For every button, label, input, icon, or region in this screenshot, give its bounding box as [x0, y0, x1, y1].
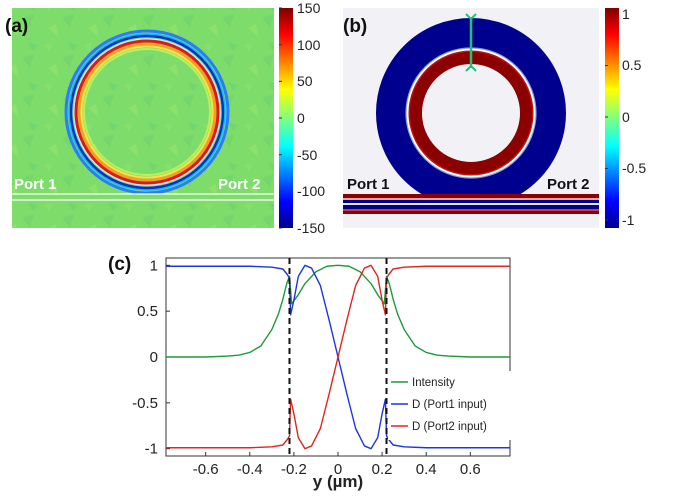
colorbar-b-tick: 1 — [622, 6, 630, 22]
series-layer — [166, 264, 510, 450]
ring-field-a — [64, 29, 230, 195]
colorbar-a-tick: 100 — [297, 37, 321, 53]
legend: Intensity D (Port1 input) D (Port2 input… — [388, 371, 511, 440]
y-axis: 1 0.5 0 -0.5 -1 — [132, 257, 170, 458]
port-2-label-a: Port 2 — [218, 176, 261, 193]
legend-label-intensity: Intensity — [412, 377, 455, 389]
colorbar-a-tick: -50 — [297, 147, 317, 163]
x-tick-label: -0.6 — [193, 461, 219, 478]
colorbar-a-tick: -150 — [297, 220, 325, 236]
port-1-label-b: Port 1 — [347, 176, 390, 193]
colorbar-a-tick: -100 — [297, 183, 325, 199]
panel-c: (c) -0.6 -0.4 -0.2 0 0.2 0.4 0.6 1 0.5 0 -0.5 -1 y… — [108, 254, 511, 491]
panel-a: (a) Port 1 Port 2 150 100 50 0 -50 -100 … — [5, 0, 325, 236]
y-tick-label: -0.5 — [132, 395, 158, 412]
y-tick-label: -1 — [145, 441, 158, 458]
panel-b-label: (b) — [343, 16, 367, 37]
panel-a-label: (a) — [5, 16, 28, 37]
legend-box — [388, 371, 511, 440]
x-tick-label: 0.2 — [372, 461, 393, 478]
colorbar-a — [279, 8, 293, 228]
colorbar-b-ticks — [605, 13, 608, 221]
series-line-2 — [166, 264, 510, 450]
series-line-0 — [166, 264, 510, 358]
x-tick-label: 0.6 — [460, 461, 481, 478]
y-tick-label: 0 — [150, 349, 158, 366]
colorbar-b-tick: 0 — [622, 109, 630, 125]
panel-b: (b) Port 1 Port 2 1 0.5 0 -0.5 -1 — [343, 6, 646, 228]
x-axis-label: y (µm) — [313, 472, 363, 491]
x-tick-label: -0.4 — [237, 461, 263, 478]
panel-c-label: (c) — [108, 254, 131, 275]
colorbar-b-tick: -0.5 — [622, 160, 646, 176]
y-tick-label: 0.5 — [137, 303, 158, 320]
colorbar-a-ticks — [279, 7, 282, 229]
colorbar-b-tick: -1 — [622, 212, 635, 228]
bus-waveguide-b — [343, 194, 599, 214]
port-1-label-a: Port 1 — [14, 176, 57, 193]
boundary-lines — [288, 258, 388, 456]
y-tick-label: 1 — [150, 257, 158, 274]
cross-section-marker — [465, 13, 477, 72]
x-tick-label: 0.4 — [416, 461, 437, 478]
colorbar-b — [605, 8, 619, 228]
x-tick-label: 0 — [334, 461, 342, 478]
colorbar-b-tick: 0.5 — [622, 57, 642, 73]
x-tick-label: -0.2 — [281, 461, 307, 478]
legend-label-port2: D (Port2 input) — [412, 421, 487, 433]
port-2-label-b: Port 2 — [547, 176, 590, 193]
colorbar-a-tick: 150 — [297, 0, 321, 16]
x-axis: -0.6 -0.4 -0.2 0 0.2 0.4 0.6 — [193, 452, 481, 478]
colorbar-a-tick: 50 — [297, 73, 313, 89]
colorbar-a-tick: 0 — [297, 110, 305, 126]
legend-label-port1: D (Port1 input) — [412, 399, 487, 411]
